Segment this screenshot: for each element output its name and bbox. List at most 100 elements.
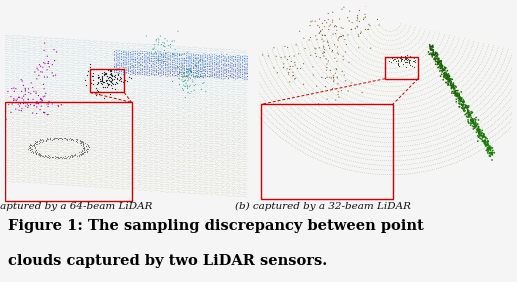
Point [89,60,97,64]
Point [222,108,230,112]
Point [359,104,367,109]
Point [239,194,248,199]
Point [140,66,148,70]
Point [243,74,251,79]
Point [365,40,373,44]
Point [22,180,30,185]
Point [223,72,231,77]
Point [58,80,67,84]
Point [132,150,140,155]
Point [182,73,190,78]
Point [510,73,517,78]
Point [32,59,40,63]
Point [28,178,36,183]
Point [222,140,230,145]
Point [135,150,144,155]
Point [207,53,216,57]
Point [188,59,196,63]
Point [209,159,217,164]
Point [172,167,180,171]
Point [125,51,133,56]
Point [206,144,215,148]
Point [351,116,359,121]
Point [468,65,477,70]
Point [171,113,179,117]
Point [19,180,27,184]
Point [368,29,376,34]
Point [226,69,234,73]
Point [139,50,147,54]
Point [123,51,131,56]
Point [200,71,208,76]
Point [457,102,465,107]
Point [400,102,408,107]
Point [21,101,29,106]
Point [110,126,118,130]
Point [42,122,51,126]
Point [41,161,50,165]
Point [117,63,125,68]
Point [32,90,40,94]
Point [66,174,74,178]
Point [1,163,9,167]
Point [188,78,196,82]
Point [143,112,151,117]
Point [106,146,114,151]
Point [398,55,406,60]
Point [374,163,382,167]
Point [155,142,163,146]
Point [235,162,244,166]
Point [217,89,225,93]
Point [445,101,453,105]
Point [205,97,213,102]
Point [13,87,22,91]
Point [156,74,164,78]
Point [230,185,238,189]
Point [376,158,385,163]
Point [447,137,455,141]
Point [77,105,85,110]
Point [368,162,376,167]
Point [46,135,54,140]
Point [52,78,60,83]
Point [222,131,230,135]
Point [1,54,9,58]
Point [227,73,235,78]
Point [277,87,285,92]
Point [98,152,106,157]
Point [359,114,367,118]
Point [61,81,69,86]
Point [207,193,216,197]
Point [156,78,164,82]
Point [207,60,216,64]
Point [498,133,507,137]
Point [49,154,57,158]
Point [68,149,77,154]
Point [82,55,90,60]
Point [173,127,181,132]
Point [175,76,183,81]
Point [341,133,349,137]
Point [48,163,56,168]
Point [490,43,498,48]
Point [482,51,490,55]
Point [25,120,34,125]
Point [335,136,343,140]
Point [437,51,445,55]
Point [186,174,194,178]
Point [98,183,106,188]
Point [415,39,423,43]
Point [150,45,158,49]
Point [180,159,189,164]
Point [172,97,180,102]
Point [234,162,242,167]
Point [222,84,230,89]
Point [264,52,272,56]
Point [129,185,138,190]
Point [154,174,162,179]
Point [212,56,221,60]
Point [96,97,104,101]
Point [157,72,165,77]
Point [407,120,415,124]
Point [207,81,216,86]
